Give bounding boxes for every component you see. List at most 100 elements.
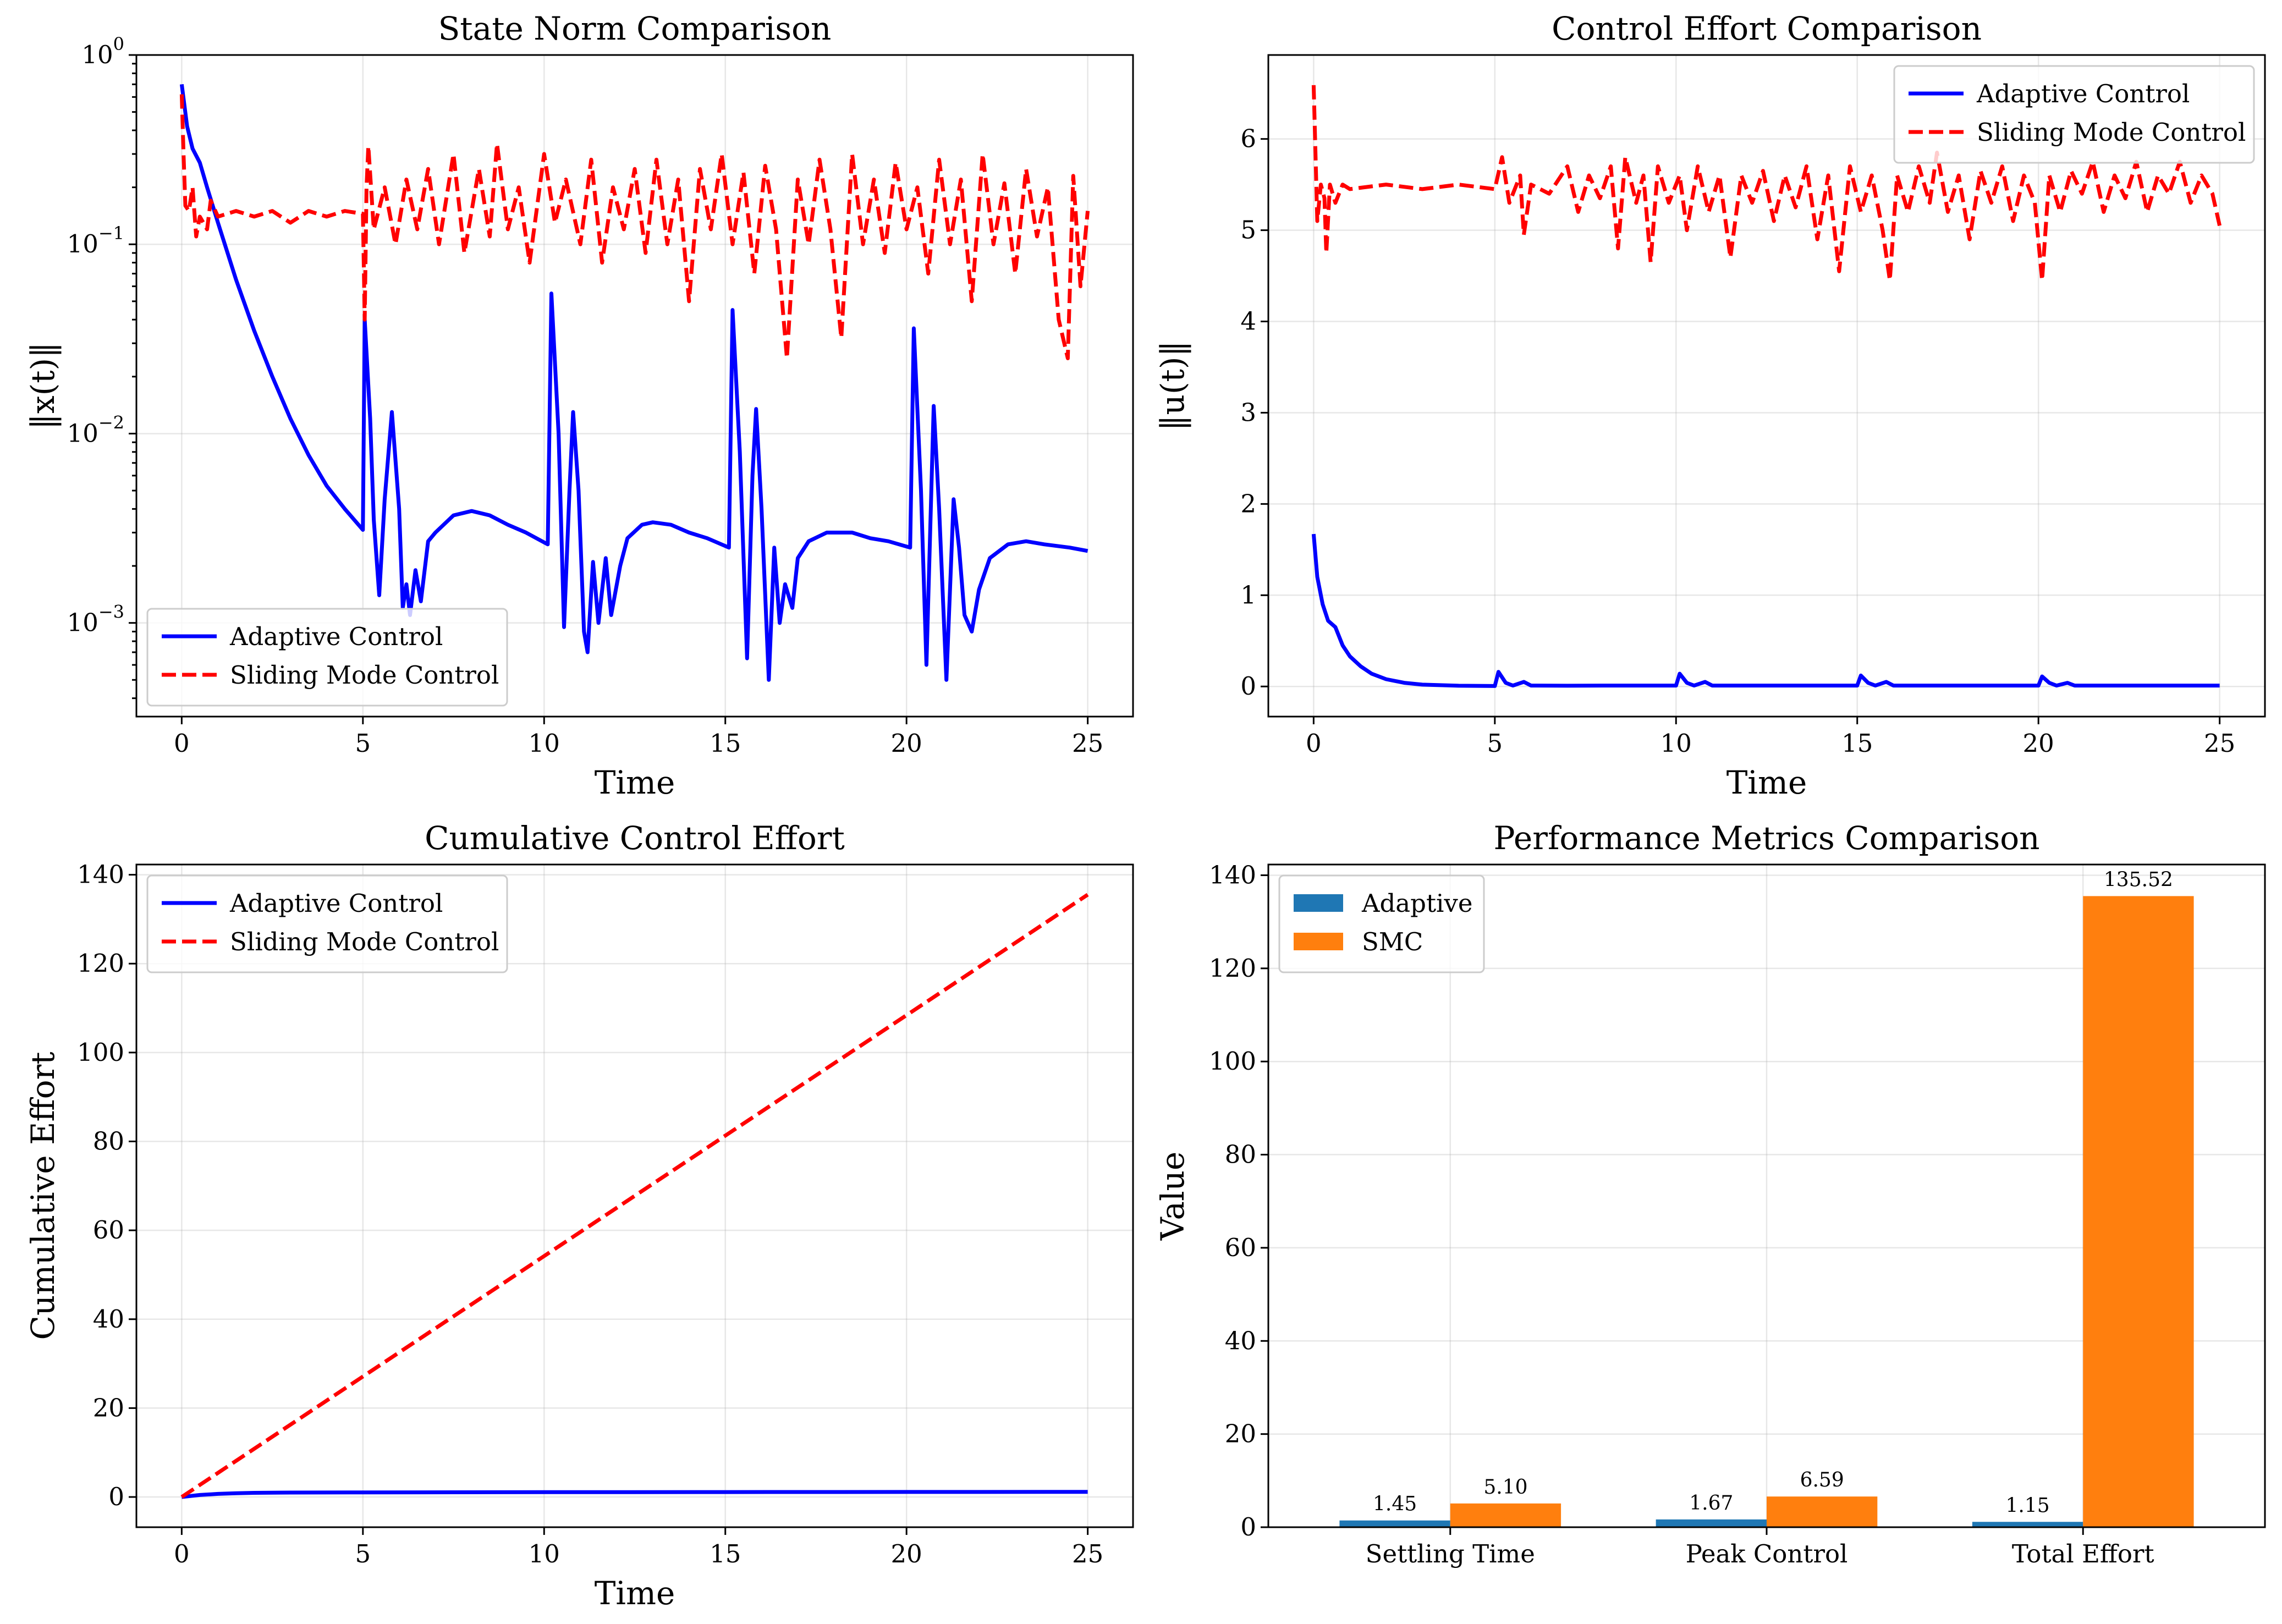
data-point <box>1567 166 1568 167</box>
data-point <box>1386 184 1387 185</box>
data-point <box>1603 685 1604 686</box>
x-tick-label: 5 <box>355 729 371 758</box>
x-tick-label: 15 <box>710 729 741 758</box>
y-tick-label: 0 <box>108 1482 124 1511</box>
data-point <box>1730 257 1731 258</box>
series-line <box>180 893 1089 1499</box>
data-point <box>1458 184 1459 185</box>
data-point <box>1893 685 1894 686</box>
data-point <box>272 376 273 377</box>
plot-area <box>1339 896 2194 1527</box>
y-tick-label: 1 <box>1240 580 1256 609</box>
data-point <box>236 1493 237 1494</box>
data-point <box>1004 183 1005 184</box>
y-tick-label: 20 <box>1225 1419 1256 1449</box>
data-point <box>379 595 380 596</box>
chart-title: Performance Metrics Comparison <box>1493 819 2039 857</box>
data-point <box>743 172 744 173</box>
ticks: Settling Time Peak Control Total Effort 0 20… <box>1209 860 2154 1568</box>
bar-value-label: 1.15 <box>2005 1494 2049 1517</box>
plot-area <box>179 84 1090 682</box>
legend-label: Adaptive Control <box>1976 79 2190 108</box>
data-point <box>1422 684 1423 685</box>
data-point <box>906 1491 907 1492</box>
data-point <box>906 229 907 230</box>
legend-label: SMC <box>1362 927 1423 956</box>
data-point <box>1087 1491 1088 1492</box>
series-sliding-mode-control <box>180 893 1089 1499</box>
y-tick-label: 2 <box>1240 489 1256 518</box>
x-tick-label: Total Effort <box>2012 1539 2154 1568</box>
data-point <box>1918 166 1919 167</box>
y-tick-label: 5 <box>1240 216 1256 245</box>
legend-box <box>146 874 508 973</box>
data-point <box>1317 221 1318 222</box>
data-point <box>1679 175 1680 176</box>
data-point <box>435 532 436 533</box>
data-point <box>2013 221 2014 222</box>
legend-box <box>146 608 508 707</box>
data-point <box>1784 175 1785 176</box>
y-tick-label: 20 <box>93 1393 124 1422</box>
legend-box <box>1893 65 2255 164</box>
x-tick-label: Peak Control <box>1686 1539 1848 1568</box>
data-point <box>776 229 777 230</box>
y-tick-label: 100 <box>77 1038 124 1067</box>
y-tick-exponent: −3 <box>98 602 124 623</box>
data-point <box>2183 685 2184 686</box>
axes-frame <box>1267 863 2266 1528</box>
data-point <box>1694 685 1695 686</box>
data-point <box>529 262 530 263</box>
y-axis-label: Value <box>1154 1152 1191 1241</box>
y-tick-label: 10−3 <box>67 602 124 637</box>
data-point <box>544 154 545 155</box>
data-point <box>863 244 864 245</box>
data-point <box>1498 671 1499 672</box>
y-tick-label: 100 <box>1209 1047 1256 1076</box>
y-tick-label: 6 <box>1240 124 1256 153</box>
bar <box>1339 1520 1450 1527</box>
data-point <box>2125 198 2126 199</box>
y-tick-label: 0 <box>1240 1512 1256 1542</box>
x-tick-label: Settling Time <box>1366 1539 1535 1568</box>
legend-label: Adaptive Control <box>229 889 443 918</box>
y-tick-label: 3 <box>1240 398 1256 427</box>
data-point <box>183 154 184 155</box>
x-axis-label: Time <box>1726 764 1807 801</box>
y-tick-label: 80 <box>1225 1140 1256 1169</box>
data-point <box>1828 175 1829 176</box>
data-point <box>2190 202 2191 203</box>
series-sliding-mode-control <box>1311 85 2222 283</box>
y-tick-base: 10 <box>67 419 98 448</box>
chart-title: Control Effort Comparison <box>1552 10 1982 47</box>
data-point <box>1784 685 1785 686</box>
x-tick-label: 0 <box>174 729 190 758</box>
legend: Adaptive SMC <box>1278 874 1485 973</box>
y-axis-label: Cumulative Effort <box>24 1052 62 1340</box>
legend: Adaptive Control Sliding Mode Control <box>1893 65 2255 164</box>
data-point <box>1404 682 1405 683</box>
data-point <box>580 244 581 245</box>
series-adaptive-control <box>182 1490 1088 1499</box>
ticks: 0 5 10 15 20 25 0 1 2 3 4 5 6 <box>1240 124 2235 758</box>
data-point <box>2201 175 2202 176</box>
data-point <box>1386 679 1387 680</box>
series-smc <box>1450 896 2194 1527</box>
bar-value-label: 135.52 <box>2104 868 2173 891</box>
bar <box>1656 1519 1767 1527</box>
series-adaptive-control <box>179 84 1088 682</box>
series-line <box>179 84 1088 682</box>
y-tick-label: 10−2 <box>67 412 124 448</box>
data-point <box>1748 685 1749 686</box>
y-tick-label: 80 <box>93 1126 124 1155</box>
data-point <box>2023 175 2024 176</box>
grid-lines <box>136 865 1133 1527</box>
data-point <box>656 159 657 160</box>
data-point <box>1599 198 1600 199</box>
x-tick-label: 25 <box>2204 729 2235 758</box>
chart-control-effort: Control Effort Comparison 0 5 10 15 20 25 0 1 2 3 4… <box>1154 10 2266 801</box>
data-point <box>1697 166 1698 167</box>
y-tick-base: 10 <box>81 40 113 69</box>
